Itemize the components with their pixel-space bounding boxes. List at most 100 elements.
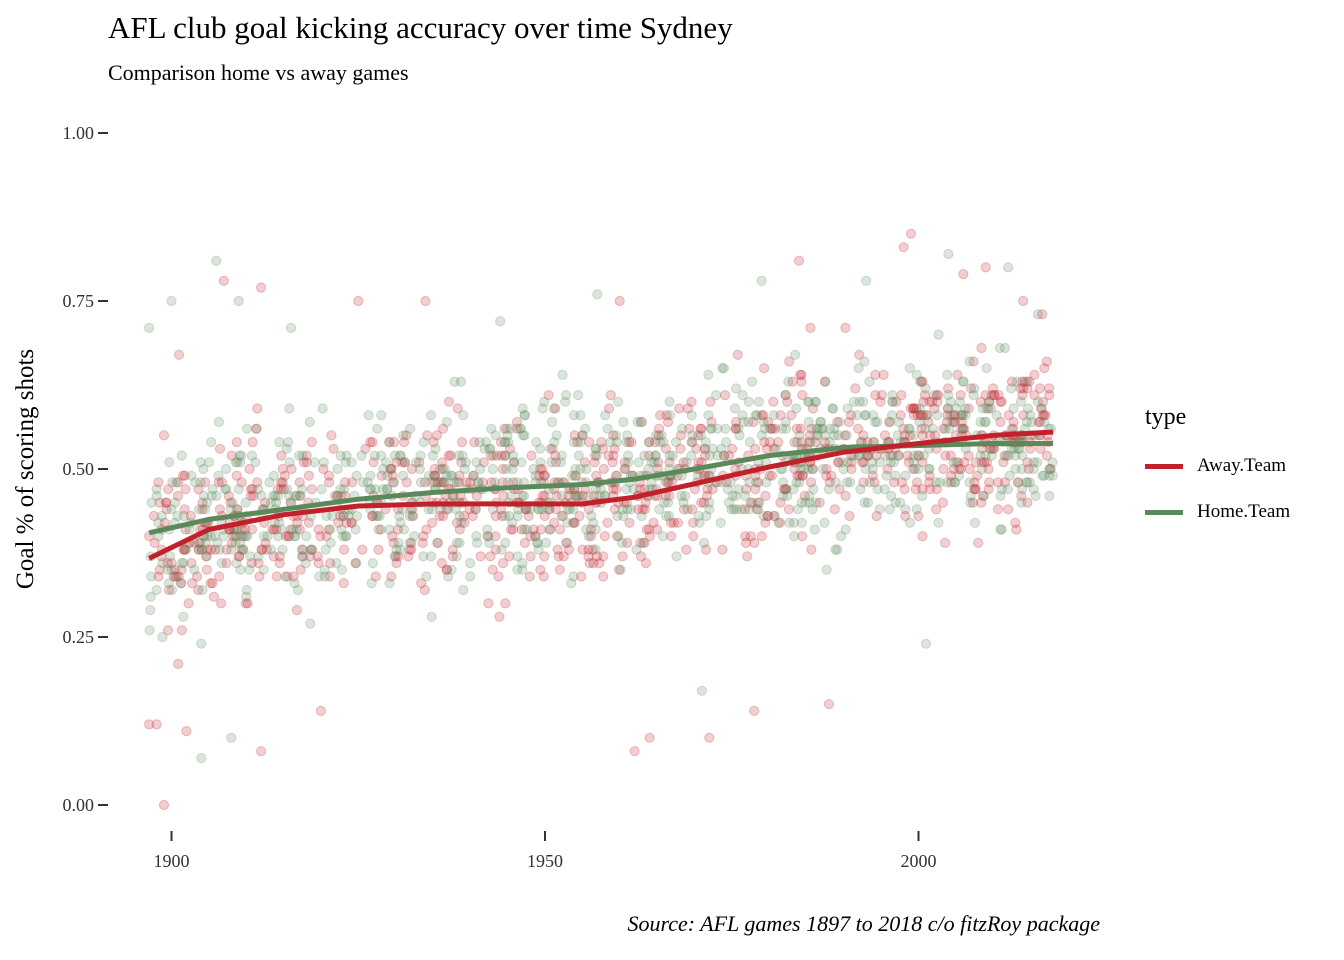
point-home-team (340, 457, 351, 468)
point-away-team (1017, 376, 1028, 387)
point-home-team (363, 410, 374, 421)
point-home-team (722, 484, 734, 495)
point-home-team (144, 322, 155, 333)
point-home-team (156, 510, 167, 522)
point-home-team (586, 510, 597, 522)
point-home-team (483, 531, 494, 542)
point-home-team (318, 457, 329, 468)
point-away-team (626, 437, 637, 448)
point-away-team (945, 450, 956, 461)
point-away-team (698, 497, 710, 508)
point-home-team (671, 551, 682, 562)
point-away-team (925, 484, 936, 495)
point-home-team (198, 490, 209, 501)
point-home-team (515, 423, 527, 434)
point-home-team (750, 410, 761, 421)
point-away-team (587, 544, 598, 555)
point-home-team (166, 564, 177, 575)
point-home-team (848, 396, 860, 407)
point-home-team (704, 497, 715, 508)
point-home-team (794, 430, 805, 441)
point-home-team (230, 457, 241, 468)
point-home-team (517, 430, 529, 441)
point-away-team (153, 477, 164, 488)
point-away-team (490, 544, 501, 555)
point-home-team (588, 517, 599, 528)
point-away-team (179, 544, 190, 555)
point-home-team (632, 416, 643, 428)
point-home-team (1032, 457, 1043, 468)
point-away-team (686, 396, 697, 407)
point-away-team (594, 558, 605, 569)
point-away-team (806, 423, 817, 434)
point-home-team (474, 437, 485, 448)
point-home-team (900, 470, 911, 481)
point-home-team (203, 457, 215, 468)
point-away-team (161, 497, 172, 508)
point-home-team (658, 437, 669, 448)
point-away-team (569, 517, 581, 528)
point-away-team (392, 524, 403, 535)
point-home-team (726, 504, 737, 515)
point-away-team (154, 564, 165, 575)
point-away-team (781, 484, 792, 495)
point-home-team (920, 423, 931, 434)
point-home-team (198, 463, 209, 475)
point-home-team (297, 544, 308, 555)
point-away-team (1029, 390, 1040, 401)
point-home-team (664, 450, 675, 461)
point-away-team (429, 470, 440, 481)
point-away-team (898, 242, 909, 253)
point-home-team (788, 484, 799, 495)
point-home-team (851, 410, 862, 421)
point-away-team (437, 457, 448, 468)
point-home-team (230, 537, 241, 549)
point-away-team (702, 484, 713, 495)
point-away-team (550, 450, 561, 461)
point-away-team (242, 598, 253, 609)
point-away-team (284, 531, 295, 542)
point-away-team (993, 390, 1004, 401)
point-home-team (314, 571, 325, 582)
point-home-team (707, 443, 719, 454)
point-home-team (541, 537, 552, 549)
point-away-team (179, 504, 190, 515)
point-home-team (244, 564, 255, 575)
point-away-team (826, 470, 837, 481)
point-home-team (240, 531, 251, 542)
x-tick-label: 1950 (527, 851, 563, 871)
point-away-team (490, 531, 501, 542)
point-home-team (171, 571, 182, 582)
point-away-team (508, 457, 520, 468)
point-home-team (512, 564, 523, 575)
point-home-team (743, 416, 754, 428)
point-away-team (604, 403, 615, 414)
point-away-team (624, 517, 635, 528)
point-away-team (688, 531, 699, 542)
point-home-team (253, 484, 264, 495)
point-away-team (246, 524, 258, 535)
point-home-team (965, 497, 976, 508)
point-home-team (287, 524, 298, 535)
point-away-team (660, 443, 671, 454)
point-away-team (945, 477, 957, 488)
point-home-team (490, 430, 501, 441)
point-home-team (817, 463, 829, 475)
point-home-team (226, 544, 237, 555)
point-home-team (508, 457, 520, 468)
point-home-team (885, 457, 897, 468)
point-home-team (945, 396, 956, 407)
point-home-team (635, 416, 646, 428)
point-away-team (406, 537, 417, 549)
point-home-team (505, 423, 516, 434)
point-away-team (393, 551, 404, 562)
point-away-team (1037, 309, 1048, 320)
point-away-team (226, 537, 237, 549)
point-home-team (803, 463, 814, 475)
point-away-team (387, 531, 398, 542)
point-home-team (214, 544, 225, 555)
point-home-team (216, 558, 227, 569)
point-away-team (804, 437, 815, 448)
point-away-team (429, 463, 440, 475)
point-away-team (931, 504, 942, 515)
